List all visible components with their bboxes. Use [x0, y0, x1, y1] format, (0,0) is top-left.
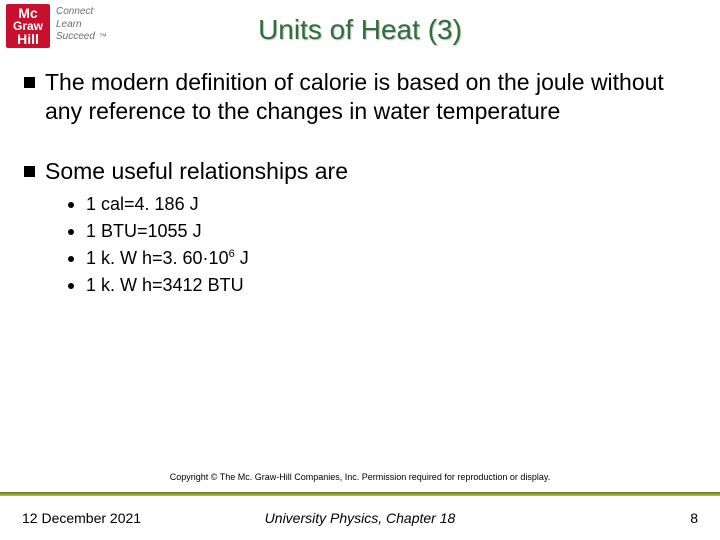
sub-bullet-list: 1 cal=4. 186 J 1 BTU=1055 J 1 k. W h=3. …: [68, 194, 706, 296]
title-text: Units of Heat (3): [258, 14, 462, 45]
sub-bullet-item: 1 BTU=1055 J: [68, 221, 706, 242]
square-bullet-icon: [24, 77, 35, 88]
sub-text: 1 BTU=1055 J: [86, 221, 202, 242]
bullet-item: The modern definition of calorie is base…: [24, 68, 706, 127]
footer-chapter: University Physics, Chapter 18: [0, 510, 720, 526]
sub-bullet-item: 1 k. W h=3412 BTU: [68, 275, 706, 296]
bullet-text: The modern definition of calorie is base…: [45, 68, 706, 127]
dot-bullet-icon: [68, 283, 74, 289]
footer-page-number: 8: [690, 510, 698, 526]
sub-text-pre: 1 k. W h=3. 60·10: [86, 248, 229, 268]
square-bullet-icon: [24, 166, 35, 177]
dot-bullet-icon: [68, 202, 74, 208]
slide-title: Units of Heat (3): [0, 14, 720, 46]
dot-bullet-icon: [68, 229, 74, 235]
sub-text: 1 k. W h=3. 60·106 J: [86, 248, 249, 269]
bullet-item: Some useful relationships are: [24, 157, 706, 186]
sub-text: 1 k. W h=3412 BTU: [86, 275, 244, 296]
dot-bullet-icon: [68, 256, 74, 262]
sub-text-post: J: [235, 248, 249, 268]
slide-content: The modern definition of calorie is base…: [24, 68, 706, 302]
slide-footer: 12 December 2021 University Physics, Cha…: [0, 496, 720, 540]
sub-bullet-item: 1 cal=4. 186 J: [68, 194, 706, 215]
sub-bullet-item: 1 k. W h=3. 60·106 J: [68, 248, 706, 269]
copyright-text: Copyright © The Mc. Graw-Hill Companies,…: [0, 472, 720, 482]
sub-text: 1 cal=4. 186 J: [86, 194, 199, 215]
bullet-text: Some useful relationships are: [45, 157, 348, 186]
